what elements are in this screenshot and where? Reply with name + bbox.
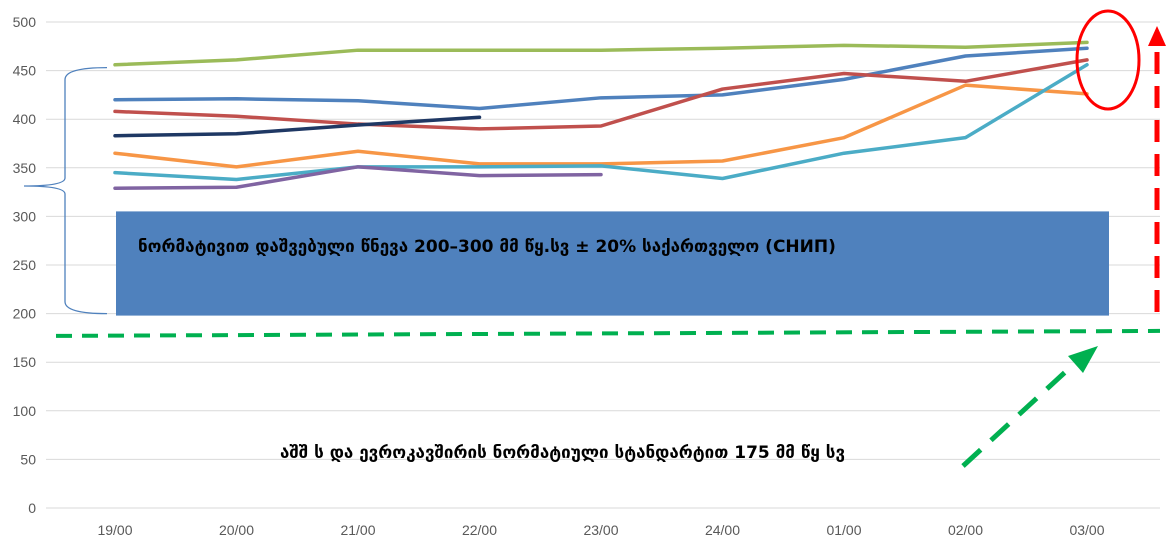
normative-band-label: ნორმატივით დაშვებული წნევა 200–300 მმ წყ…: [138, 237, 836, 257]
y-tick-label: 400: [13, 111, 37, 127]
x-tick-label: 21/00: [340, 522, 375, 538]
x-tick-label: 19/00: [97, 522, 132, 538]
y-tick-label: 100: [13, 403, 37, 419]
series-line: [113, 46, 1089, 111]
series-line: [113, 165, 603, 190]
green-arrow-head: [1068, 346, 1098, 373]
us-eu-standard-label: აშშ ს და ევროკავშირის ნორმატიული სტანდარ…: [280, 443, 845, 463]
series-line: [113, 63, 1089, 182]
highlight-ellipse: [1075, 9, 1141, 111]
series-line: [113, 83, 1089, 169]
y-tick-label: 150: [13, 354, 37, 370]
us-eu-standard-line: [55, 328, 1161, 338]
y-tick-label: 300: [13, 208, 37, 224]
y-tick-label: 50: [20, 451, 36, 467]
x-tick-label: 01/00: [826, 522, 861, 538]
x-tick-label: 22/00: [462, 522, 497, 538]
red-arrow-head: [1148, 26, 1166, 46]
series-line: [113, 58, 1089, 131]
normative-band: [116, 211, 1109, 316]
x-axis-ticks: 19/00 20/00 21/00 22/00 23/00 24/00 01/00 02/00…: [97, 522, 1104, 538]
green-dashed-arrow: [961, 362, 1076, 468]
x-tick-label: 24/00: [705, 522, 740, 538]
y-axis-ticks: 0 50 100 150 200 250 300 350 400 450 500: [13, 14, 37, 516]
x-tick-label: 02/00: [948, 522, 983, 538]
y-tick-label: 250: [13, 257, 37, 273]
y-tick-label: 0: [28, 500, 36, 516]
series-line: [113, 40, 1089, 67]
series-lines: [113, 40, 1089, 190]
y-tick-label: 450: [13, 63, 37, 79]
x-tick-label: 03/00: [1069, 522, 1104, 538]
x-tick-label: 23/00: [583, 522, 618, 538]
series-line: [113, 115, 482, 138]
y-tick-label: 200: [13, 306, 37, 322]
y-tick-label: 350: [13, 160, 37, 176]
range-brace: [23, 66, 108, 315]
y-tick-label: 500: [13, 14, 37, 30]
x-tick-label: 20/00: [219, 522, 254, 538]
